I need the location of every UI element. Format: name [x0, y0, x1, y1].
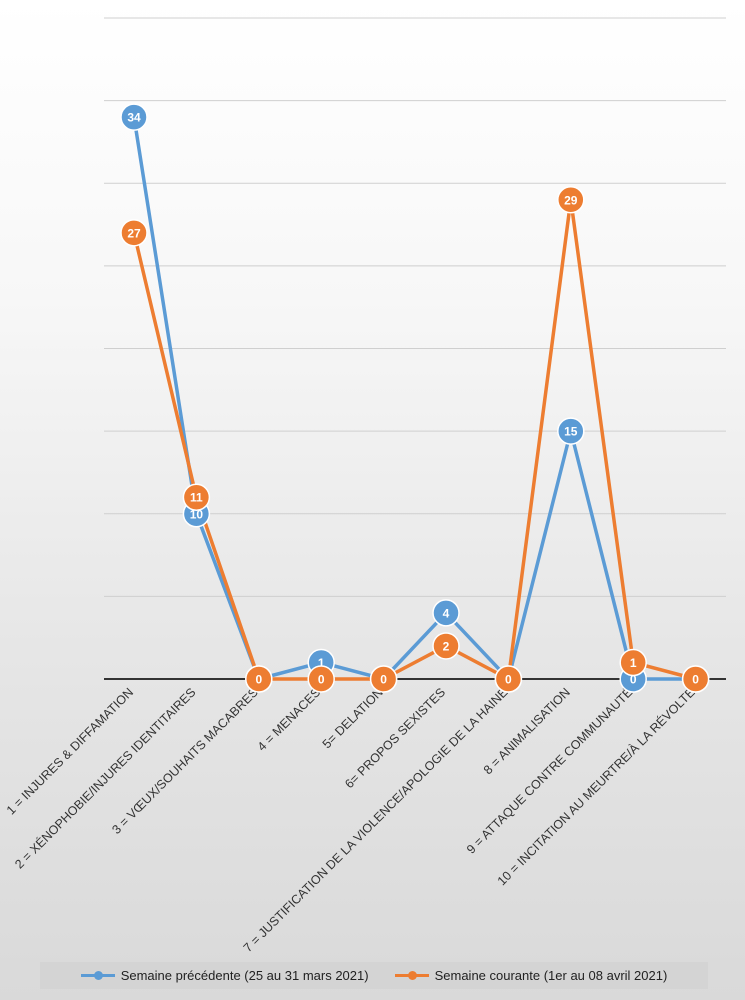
series-1-data-label: 0	[318, 673, 325, 687]
x-tick-label: 4 = MENACES	[255, 685, 324, 754]
series-1-data-label: 0	[255, 673, 262, 687]
series-1-data-label: 0	[380, 673, 387, 687]
series-0-data-label: 34	[127, 111, 141, 125]
series-1-point	[120, 219, 148, 247]
series-1-data-label: 0	[505, 673, 512, 687]
x-tick-label: 6= PROPOS SEXISTES	[342, 685, 448, 791]
series-0-point	[432, 599, 460, 627]
series-1-data-label: 0	[692, 673, 699, 687]
series-1-point	[369, 665, 398, 693]
series-1-data-label: 2	[443, 639, 450, 653]
series-0-data-label: 10	[190, 507, 204, 521]
legend-label-current-week: Semaine courante (1er au 08 avril 2021)	[434, 968, 668, 983]
series-1-point	[182, 483, 211, 511]
series-0-point	[120, 103, 148, 131]
series-line-1	[132, 198, 697, 681]
series-1-data-label: 11	[190, 491, 203, 505]
legend-item-previous-week: Semaine précédente (25 au 31 mars 2021)	[80, 968, 369, 983]
legend: Semaine précédente (25 au 31 mars 2021) …	[40, 962, 708, 989]
x-tick-label: 1 = INJURES & DIFFAMATION	[4, 685, 136, 817]
series-1-point	[245, 665, 273, 693]
series-1-data-label: 27	[127, 226, 141, 240]
series-1-data-label: 1	[630, 656, 637, 670]
series-0-data-label: 4	[443, 606, 450, 620]
series-1-point	[307, 665, 335, 693]
series-0-data-label: 0	[630, 673, 637, 687]
series-0-point	[557, 417, 585, 445]
series-0-data-label: 1	[318, 656, 325, 670]
series-0-data-label: 15	[564, 425, 578, 439]
series-1-point	[494, 665, 523, 693]
legend-swatch-previous-week	[80, 971, 115, 980]
legend-label-previous-week: Semaine précédente (25 au 31 mars 2021)	[120, 968, 369, 983]
series-1-point	[619, 648, 647, 677]
legend-swatch-current-week	[394, 971, 429, 980]
series-1-point	[432, 632, 460, 660]
series-1-point	[681, 665, 710, 693]
legend-item-current-week: Semaine courante (1er au 08 avril 2021)	[394, 968, 668, 983]
series-line-0	[132, 116, 696, 681]
series-1-point	[557, 186, 585, 214]
x-tick-label: 5= DELATION	[320, 685, 386, 751]
series-1-data-label: 29	[564, 193, 578, 207]
